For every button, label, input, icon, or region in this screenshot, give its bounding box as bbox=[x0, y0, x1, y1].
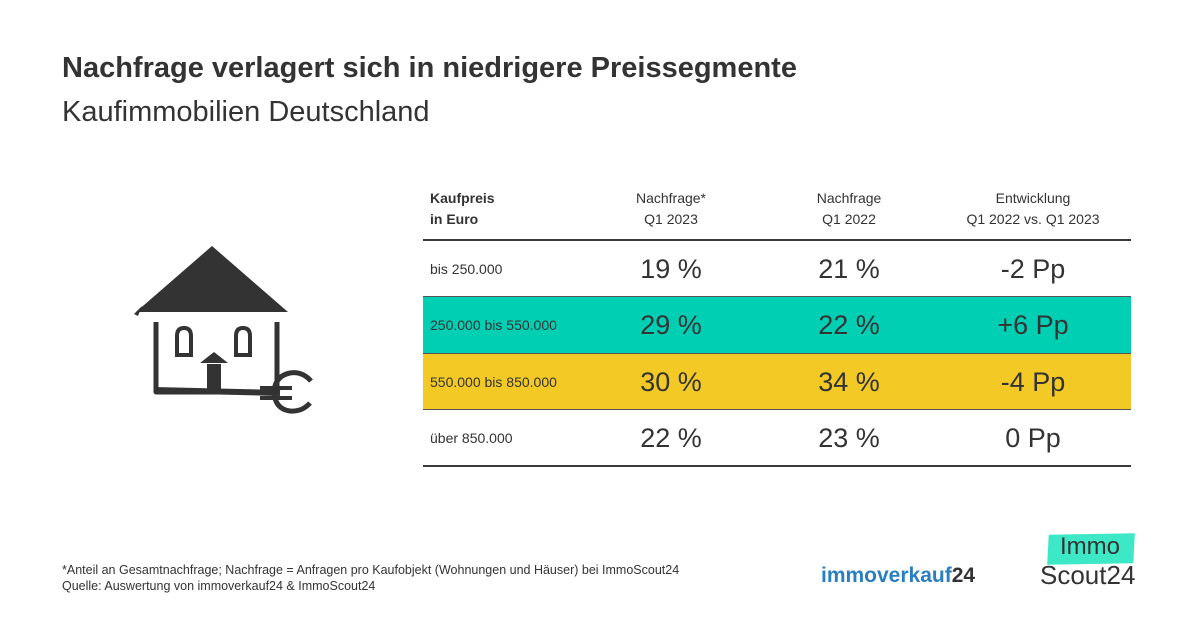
immoscout24-logo: Immo Scout24 bbox=[1040, 530, 1150, 592]
column-header-line: Nachfrage* bbox=[635, 190, 707, 206]
value-change: -4 Pp bbox=[1000, 367, 1066, 397]
segment-label: 550.000 bis 850.000 bbox=[430, 374, 557, 390]
table-row: über 850.000 22 % 23 % 0 Pp bbox=[423, 410, 1131, 466]
value-q1-2022: 23 % bbox=[818, 423, 880, 453]
value-q1-2023: 19 % bbox=[640, 254, 702, 284]
row-divider bbox=[423, 353, 1131, 354]
immoscout-logo-scout: Scout24 bbox=[1040, 560, 1136, 590]
table-row: bis 250.000 19 % 21 % -2 Pp bbox=[423, 241, 1131, 297]
segment-label: bis 250.000 bbox=[430, 261, 503, 277]
value-q1-2022: 22 % bbox=[818, 310, 880, 340]
immoverkauf-logo-number: 24 bbox=[951, 564, 976, 587]
euro-icon bbox=[260, 370, 313, 414]
value-q1-2022: 21 % bbox=[818, 254, 880, 284]
column-header-demand-2022: Nachfrage Q1 2022 bbox=[749, 188, 949, 230]
footnote-text: *Anteil an Gesamtnachfrage; Nachfrage = … bbox=[62, 563, 680, 577]
row-divider bbox=[423, 409, 1131, 410]
immoverkauf24-logo: immoverkauf24 bbox=[821, 564, 975, 588]
column-header-line: in Euro bbox=[430, 211, 479, 227]
value-q1-2023: 29 % bbox=[640, 310, 702, 340]
house-door-roof bbox=[200, 352, 228, 363]
source-text: Quelle: Auswertung von immoverkauf24 & I… bbox=[62, 579, 376, 593]
table-bottom-divider bbox=[423, 465, 1131, 467]
column-header-change: Entwicklung Q1 2022 vs. Q1 2023 bbox=[933, 188, 1133, 230]
value-change: -2 Pp bbox=[1000, 254, 1066, 284]
value-q1-2023: 22 % bbox=[640, 423, 702, 453]
table-row-highlight-teal: 250.000 bis 550.000 29 % 22 % +6 Pp bbox=[423, 297, 1131, 353]
table-header: Kaufpreis in Euro Nachfrage* Q1 2023 Nac… bbox=[423, 180, 1131, 240]
column-header-price: Kaufpreis in Euro bbox=[430, 188, 495, 230]
value-q1-2022: 34 % bbox=[818, 367, 880, 397]
column-header-line: Entwicklung bbox=[995, 190, 1071, 206]
column-header-line: Kaufpreis bbox=[430, 190, 495, 206]
footnote: *Anteil an Gesamtnachfrage; Nachfrage = … bbox=[62, 562, 679, 594]
segment-label: 250.000 bis 550.000 bbox=[430, 317, 557, 333]
house-door bbox=[207, 364, 221, 392]
column-header-line: Q1 2023 bbox=[644, 211, 698, 227]
immoverkauf-logo-text: immoverkauf bbox=[821, 564, 952, 587]
segment-label: über 850.000 bbox=[430, 430, 513, 446]
table-row-highlight-yellow: 550.000 bis 850.000 30 % 34 % -4 Pp bbox=[423, 354, 1131, 410]
value-q1-2023: 30 % bbox=[640, 367, 702, 397]
column-header-demand-2023: Nachfrage* Q1 2023 bbox=[571, 188, 771, 230]
page-title: Nachfrage verlagert sich in niedrigere P… bbox=[62, 52, 797, 84]
house-with-euro-icon bbox=[130, 240, 330, 420]
row-divider bbox=[423, 296, 1131, 297]
value-change: 0 Pp bbox=[1005, 423, 1061, 453]
house-roof bbox=[136, 246, 288, 312]
column-header-line: Nachfrage bbox=[816, 190, 882, 206]
demand-table: Kaufpreis in Euro Nachfrage* Q1 2023 Nac… bbox=[423, 180, 1131, 467]
column-header-line: Q1 2022 vs. Q1 2023 bbox=[966, 211, 1100, 227]
page-subtitle: Kaufimmobilien Deutschland bbox=[62, 96, 430, 128]
immoscout-logo-immo: Immo bbox=[1060, 533, 1120, 560]
house-window-left bbox=[175, 325, 193, 357]
value-change: +6 Pp bbox=[997, 310, 1069, 340]
house-window-right bbox=[234, 325, 252, 357]
column-header-line: Q1 2022 bbox=[822, 211, 876, 227]
header-divider bbox=[423, 239, 1131, 241]
